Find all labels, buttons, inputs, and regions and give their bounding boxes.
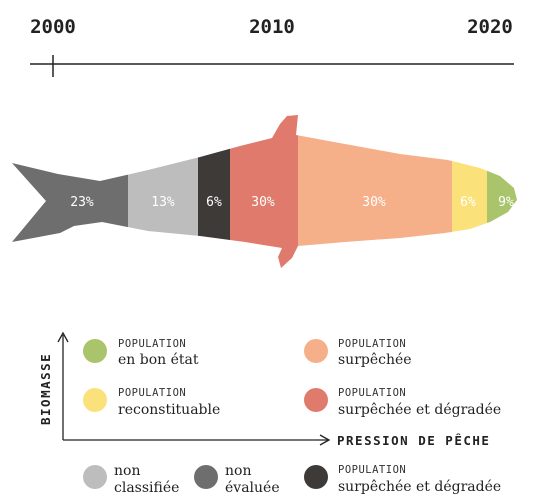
timeline: 2000 2010 2020 [30,16,514,77]
fish-segment-label-5: 6% [460,195,476,210]
fish-segment-label-3: 30% [251,195,275,210]
legend-dot-degradee [304,388,328,412]
fish-segment-label-1: 13% [151,195,175,210]
fish-segment-label-4: 30% [362,195,386,210]
legend-label-non-evaluee-1: non [225,463,251,479]
legend-label-degradee: surpêchée et dégradée [338,402,501,418]
legend-top-reconstituable: POPULATION [118,387,186,399]
legend-label-reconstituable: reconstituable [118,402,220,418]
legend-dot-degradee-dark [304,465,328,489]
y-axis-arrow-icon [57,331,69,343]
fish-segment-1 [128,115,198,268]
legend-dot-non-evaluee [194,465,218,489]
fish-segment-4 [298,115,452,268]
x-axis-label: PRESSION DE PÊCHE [337,433,490,448]
fish-segment-5 [452,115,487,268]
legend-dot-surpechee [304,339,328,363]
legend-label-non-classifiee-1: non [114,463,140,479]
legend-label-non-evaluee-2: évaluée [225,480,280,496]
legend-dot-reconstituable [83,388,107,412]
legend: POPULATION en bon état POPULATION surpêc… [38,331,501,496]
year-2010: 2010 [249,16,295,38]
legend-dot-non-classifiee [83,465,107,489]
legend-top-bon-etat: POPULATION [118,338,186,350]
legend-label-non-classifiee-2: classifiée [114,480,179,496]
fish-segment-label-0: 23% [70,195,94,210]
fish-segment-label-2: 6% [206,195,222,210]
y-axis-label: BIOMASSE [38,353,53,425]
fish-segment-0 [12,115,128,268]
fish-segment-2 [198,115,230,268]
legend-top-degradee: POPULATION [338,387,406,399]
legend-top-surpechee: POPULATION [338,338,406,350]
fish-labels: 23% 13% 6% 30% 30% 6% 9% [70,195,514,210]
legend-label-bon-etat: en bon état [118,352,199,368]
year-2000: 2000 [30,16,76,38]
fish-segment-6 [487,115,517,268]
legend-top-degradee-dark: POPULATION [338,464,406,476]
legend-dot-bon-etat [83,339,107,363]
fish-segment-3 [230,115,298,268]
x-axis-arrow-icon [319,434,331,446]
fish-chart [12,115,517,268]
year-2020: 2020 [467,16,513,38]
fish-segment-label-6: 9% [498,195,514,210]
legend-label-surpechee: surpêchée [338,352,412,368]
legend-label-degradee-dark: surpêchée et dégradée [338,479,501,495]
